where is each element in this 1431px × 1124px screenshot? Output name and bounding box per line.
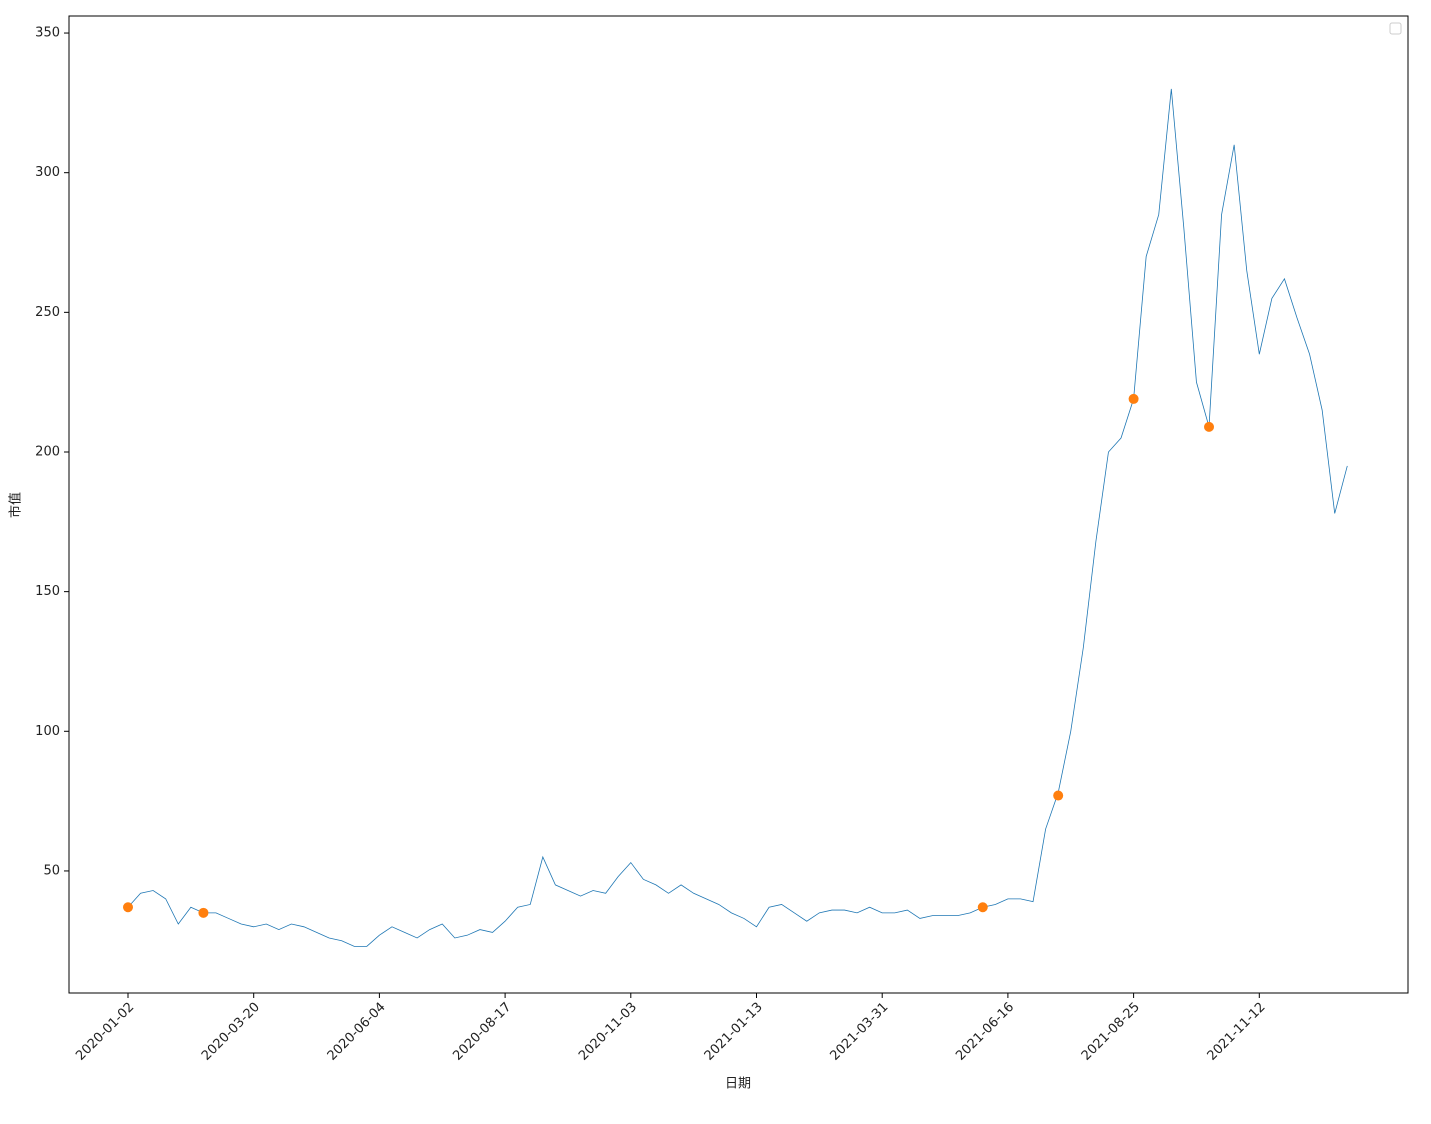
point [1053,790,1064,801]
x-tick-label: 2020-01-02 [73,1000,137,1064]
point [1204,421,1215,432]
x-tick-label: 2021-03-31 [827,1000,891,1064]
x-tick-label: 2021-01-13 [702,1000,766,1064]
x-tick-label: 2020-11-03 [576,1000,640,1064]
point [123,902,133,913]
y-tick-label: 300 [35,165,60,180]
point [1128,393,1139,404]
y-tick-label: 200 [35,444,60,459]
x-axis-label: 日期 [725,1077,751,1092]
line [127,88,1348,947]
y-tick-label: 250 [35,305,60,320]
plot-frame [68,15,1409,994]
point [977,902,988,913]
y-tick-label: 100 [35,724,60,739]
x-tick-label: 2020-06-04 [325,1000,389,1064]
y-axis-label: 市值 [8,492,24,518]
point [198,907,209,918]
x-tick-label: 2021-11-12 [1205,1000,1269,1064]
x-tick-label: 2021-08-25 [1079,1000,1143,1064]
x-tick-label: 2020-08-17 [450,1000,514,1064]
x-tick-label: 2020-03-20 [199,1000,263,1064]
legend-box [1389,22,1402,35]
x-tick-label: 2021-06-16 [953,1000,1017,1064]
y-tick-label: 50 [43,863,60,878]
y-tick-label: 350 [35,26,60,41]
y-tick-label: 150 [35,584,60,599]
